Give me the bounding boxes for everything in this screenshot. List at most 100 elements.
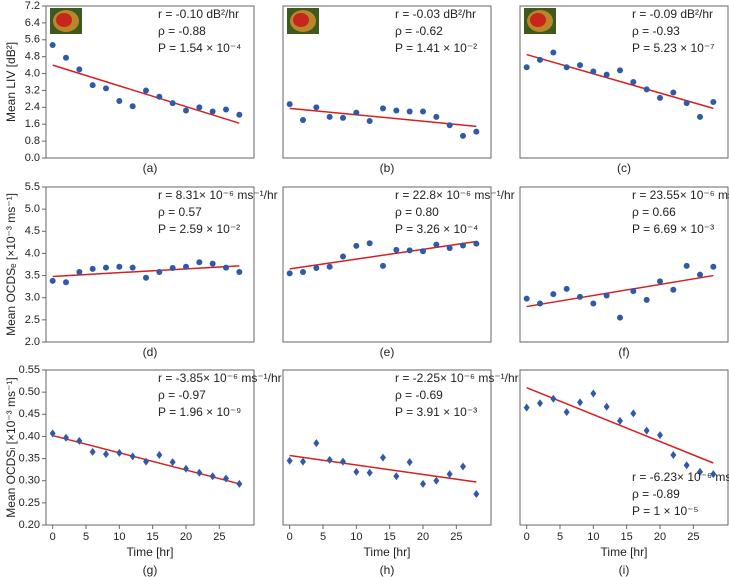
data-point <box>380 262 386 269</box>
data-point <box>603 402 610 411</box>
data-point <box>420 248 426 255</box>
data-point <box>89 82 96 89</box>
y-tick-label: 3.5 <box>25 269 40 281</box>
data-point <box>630 79 637 85</box>
data-point <box>156 269 163 276</box>
y-tick-label: 0.55 <box>19 364 40 376</box>
data-point <box>643 296 650 303</box>
panel-label: (c) <box>617 161 631 175</box>
data-point <box>129 264 136 271</box>
stat-annotation: P = 2.59 × 10⁻² <box>158 222 240 236</box>
data-point <box>103 450 109 459</box>
x-tick-label: 15 <box>621 531 633 543</box>
data-point <box>670 286 677 293</box>
y-tick-label: 4.0 <box>25 247 40 259</box>
stat-annotation: P = 1.41 × 10⁻² <box>395 41 477 55</box>
data-point <box>143 274 149 281</box>
data-point <box>473 128 480 135</box>
plot-frame <box>519 369 729 526</box>
data-point <box>630 288 637 295</box>
panel-label: (e) <box>380 345 395 359</box>
data-point <box>116 98 123 104</box>
stat-annotation: ρ = 0.66 <box>632 205 676 219</box>
fit-line <box>289 240 477 270</box>
data-point <box>223 264 229 271</box>
data-point <box>353 109 360 116</box>
x-tick-label: 0 <box>50 531 56 543</box>
data-point <box>183 464 189 473</box>
data-point <box>286 270 293 277</box>
data-point <box>617 314 623 321</box>
data-point <box>446 470 453 479</box>
stat-annotation: r = -3.85× 10⁻⁶ ms⁻¹/hr <box>158 371 282 385</box>
data-point <box>406 247 413 254</box>
panel-label: (f) <box>618 345 629 359</box>
data-point <box>460 242 466 249</box>
data-point <box>196 104 203 111</box>
data-point <box>103 264 109 271</box>
fit-line <box>526 53 714 110</box>
stat-annotation: r = -0.03 dB²/hr <box>395 7 476 21</box>
inset-image <box>50 8 82 34</box>
y-tick-label: 0.50 <box>19 386 40 398</box>
data-point <box>89 447 96 456</box>
y-tick-label: 0.8 <box>25 135 40 147</box>
data-point <box>156 93 163 100</box>
data-point <box>143 457 149 466</box>
plot-frame <box>519 186 729 343</box>
stat-annotation: r = 8.31× 10⁻⁶ ms⁻¹/hr <box>158 188 278 202</box>
data-point <box>353 467 360 476</box>
data-point <box>643 86 650 93</box>
data-point <box>550 291 557 298</box>
stat-annotation: ρ = -0.93 <box>632 24 680 38</box>
stat-annotation: P = 1.54 × 10⁻⁴ <box>158 41 241 55</box>
x-tick-label: 20 <box>180 531 192 543</box>
stat-annotation: P = 5.23 × 10⁻⁷ <box>632 41 715 55</box>
stat-annotation: r = -2.25× 10⁻⁶ ms⁻¹/hr <box>395 371 519 385</box>
data-point <box>169 100 176 107</box>
data-point <box>420 108 426 115</box>
inset-image <box>524 8 556 34</box>
data-point <box>537 56 543 63</box>
x-tick-label: 0 <box>524 531 530 543</box>
x-axis-label: Time [hr] <box>601 545 648 559</box>
data-point <box>473 240 480 247</box>
data-point <box>537 300 543 307</box>
data-point <box>340 253 346 260</box>
fit-line <box>289 107 477 128</box>
data-point <box>76 436 83 445</box>
panel-label: (g) <box>143 563 158 577</box>
fit-line <box>52 265 240 278</box>
data-point <box>366 118 373 125</box>
data-point <box>183 263 189 270</box>
stat-annotation: r = -0.10 dB²/hr <box>158 7 239 21</box>
data-point <box>577 62 583 69</box>
x-tick-label: 10 <box>350 531 362 543</box>
data-point <box>156 451 163 460</box>
data-point <box>697 271 703 278</box>
plot-frame <box>282 5 492 159</box>
y-tick-label: 7.2 <box>25 0 40 12</box>
plot-frame <box>45 5 255 159</box>
data-point <box>143 87 149 94</box>
data-point <box>326 263 333 270</box>
inset-image <box>287 8 319 34</box>
data-point <box>697 467 703 476</box>
data-point <box>393 472 400 481</box>
y-tick-label: 2.5 <box>25 314 40 326</box>
y-axis-label: Mean LIV [dB²] <box>4 42 18 122</box>
stat-annotation: r = -6.23× 10⁻⁶ ms⁻¹/hr <box>632 470 729 484</box>
data-point <box>683 461 690 470</box>
y-tick-label: 1.6 <box>25 118 40 130</box>
stat-annotation: P = 3.91 × 10⁻³ <box>395 405 477 419</box>
data-point <box>169 458 176 467</box>
data-point <box>129 103 136 110</box>
stat-annotation: ρ = 0.57 <box>158 205 202 219</box>
data-point <box>590 68 597 75</box>
inset-core <box>293 13 309 27</box>
data-point <box>393 107 400 114</box>
data-point <box>116 448 123 457</box>
panel-label: (i) <box>619 563 630 577</box>
y-tick-label: 6.4 <box>25 17 40 29</box>
data-point <box>353 242 360 249</box>
